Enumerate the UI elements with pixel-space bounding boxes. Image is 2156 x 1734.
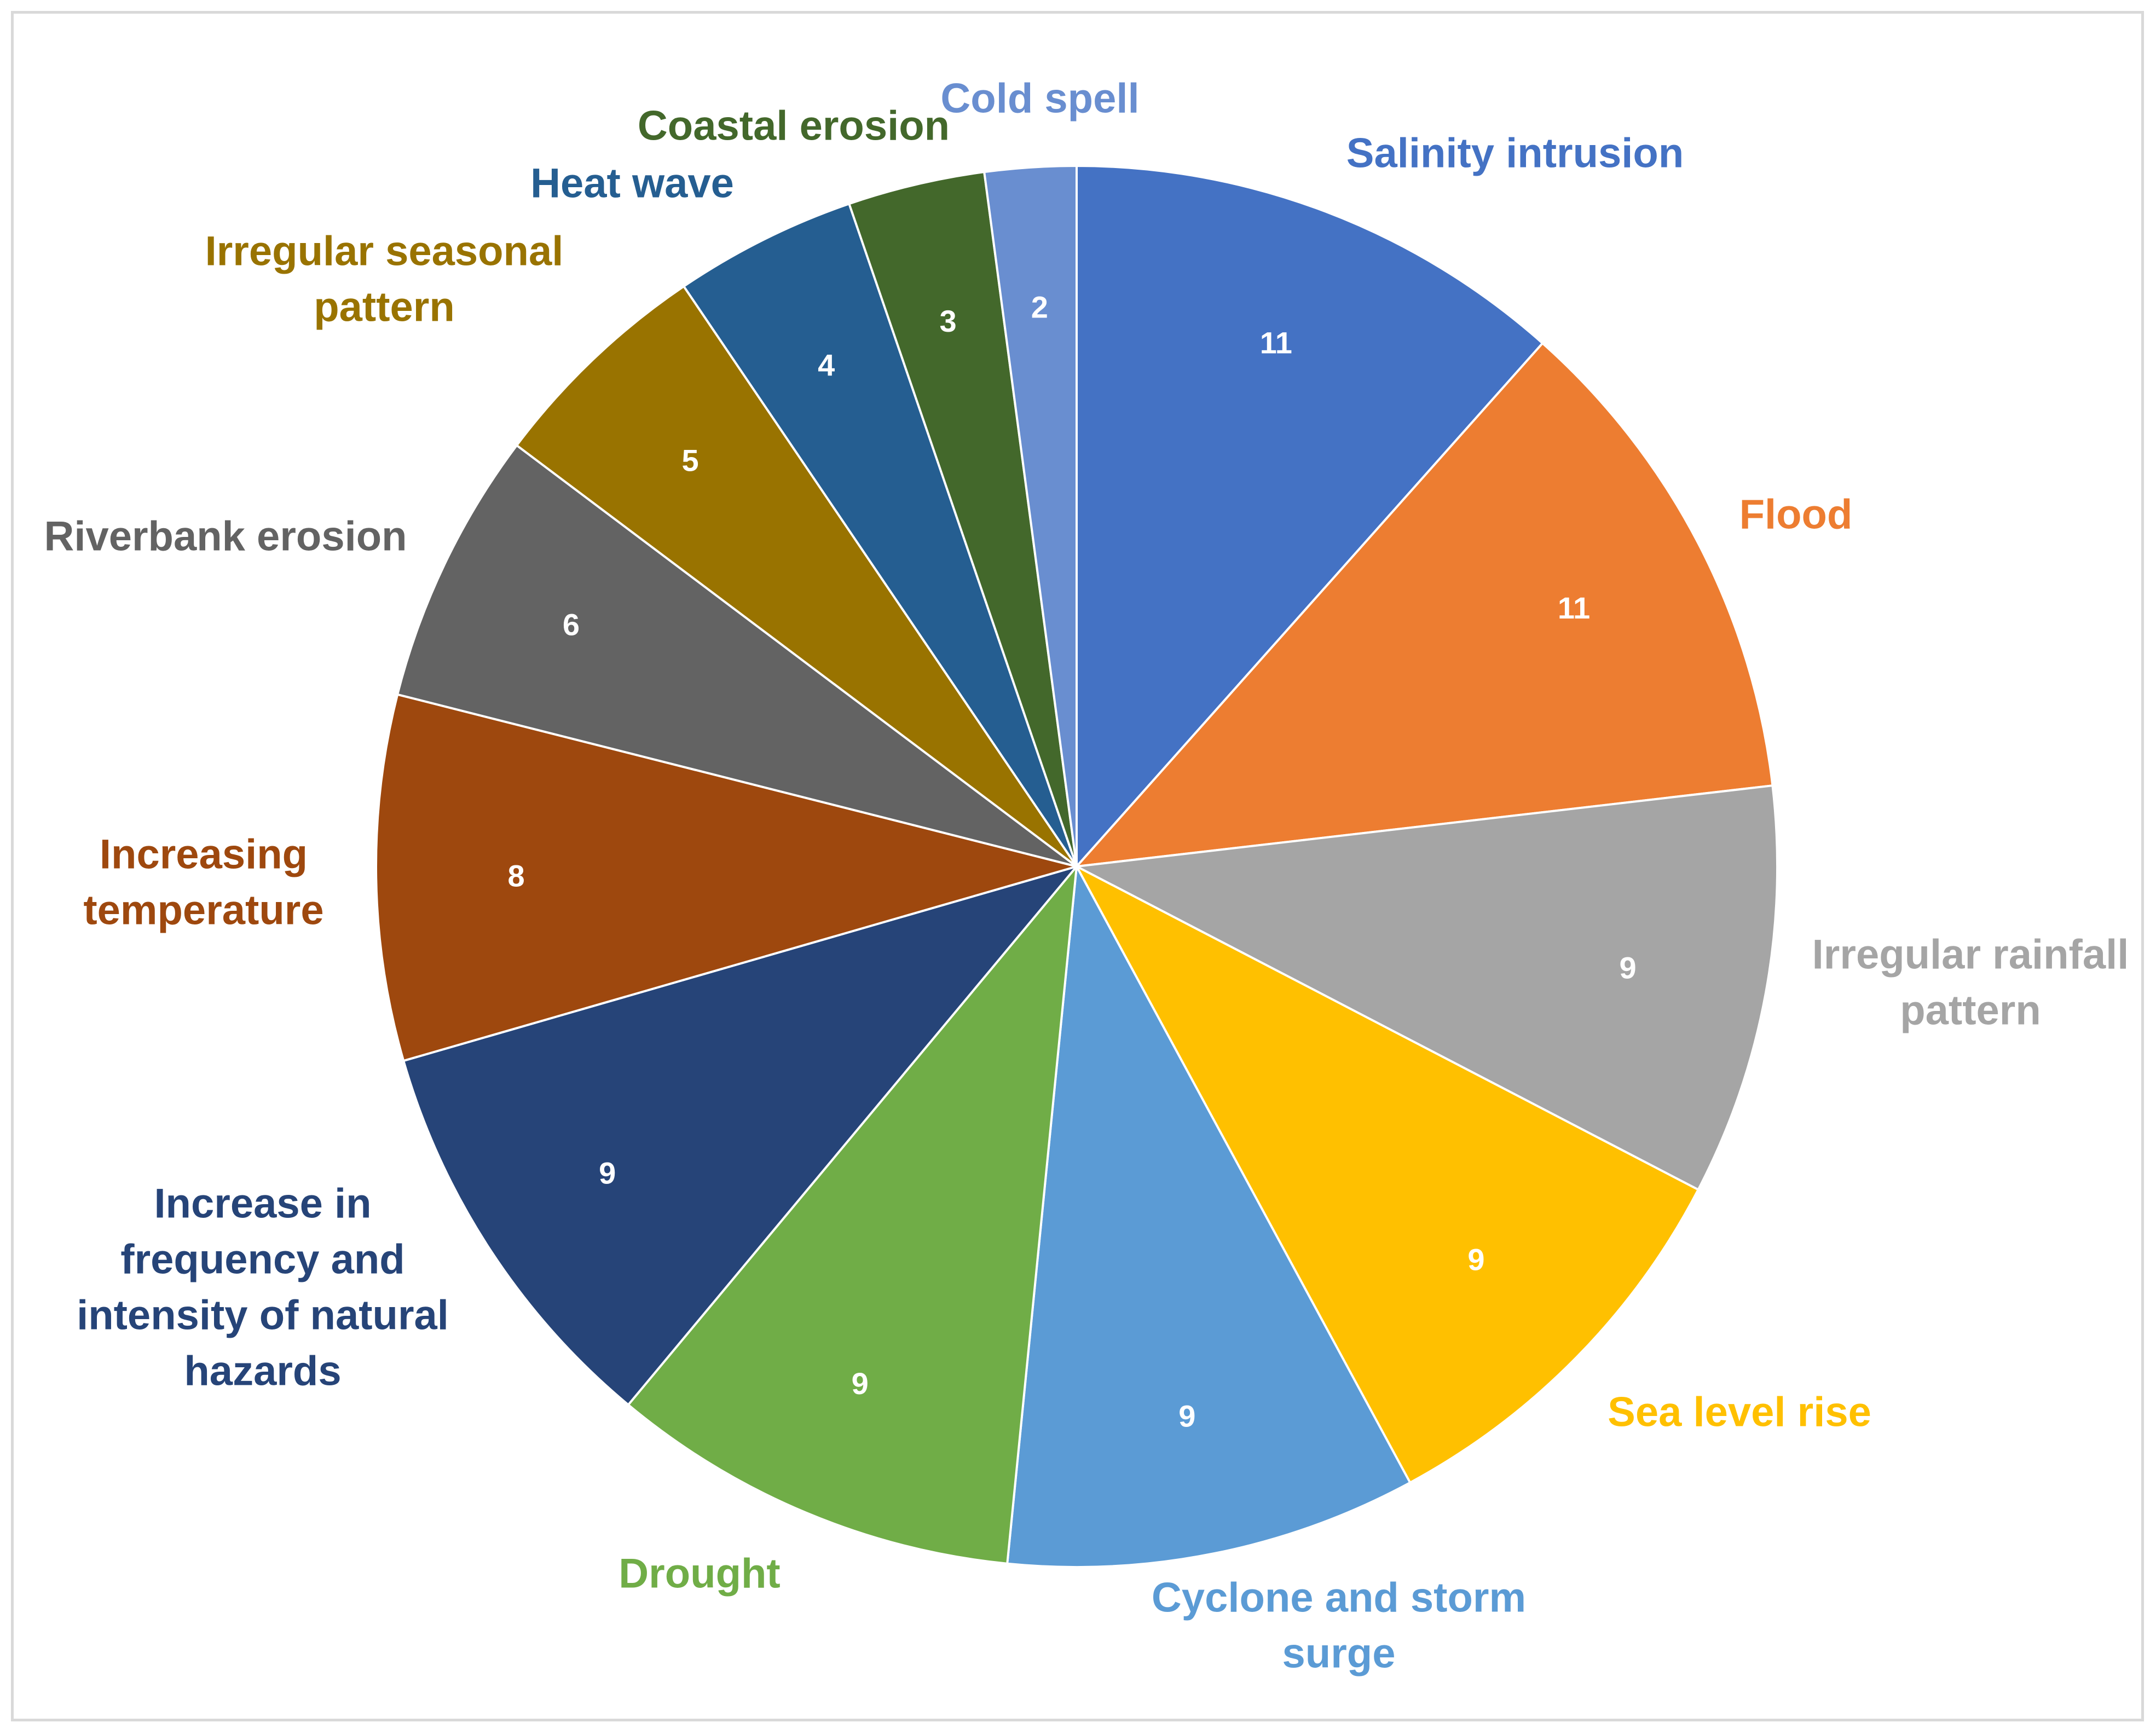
pie-slice-drought bbox=[627, 863, 1078, 1565]
value-label-increasing-temperature: 8 bbox=[508, 858, 525, 893]
value-label-cold-spell: 2 bbox=[1031, 290, 1048, 325]
value-label-riverbank-erosion: 6 bbox=[563, 607, 580, 641]
category-label-line: pattern bbox=[1900, 987, 2041, 1034]
category-label-line: frequency and bbox=[120, 1236, 404, 1283]
category-label-cold-spell: Cold spell bbox=[940, 76, 1139, 122]
category-label-line: Cyclone and storm bbox=[1152, 1575, 1526, 1621]
value-label-coastal-erosion: 3 bbox=[940, 304, 957, 338]
category-label-line: surge bbox=[1282, 1631, 1396, 1677]
category-label-sea-level-rise: Sea level rise bbox=[1608, 1389, 1871, 1436]
pie-value-labels: 11 11 9 9 9 9 9 8 6 5 4 3 2 bbox=[508, 290, 1637, 1434]
pie-slice-flood bbox=[1074, 342, 1774, 868]
pie-category-labels: Salinity intrusion Flood Irregular rainfal… bbox=[44, 76, 2129, 1677]
value-label-irregular-seasonal-pattern: 5 bbox=[682, 443, 699, 478]
value-label-heat-wave: 4 bbox=[818, 348, 835, 382]
category-label-line: temperature bbox=[83, 887, 323, 934]
pie-slice-sea-level-rise bbox=[1074, 864, 1700, 1484]
value-label-increase-in-frequency-and-intensity-of-natural-hazards: 9 bbox=[599, 1156, 616, 1190]
category-label-line: Irregular rainfall bbox=[1812, 932, 2129, 978]
category-label-heat-wave: Heat wave bbox=[530, 160, 734, 207]
category-label-irregular-seasonal-pattern: Irregular seasonal pattern bbox=[205, 228, 564, 331]
pie-slice-increase-in-frequency-and-intensity-of-natural-hazards bbox=[402, 864, 1080, 1407]
category-label-drought: Drought bbox=[619, 1551, 780, 1597]
pie-slice-salinity-intrusion bbox=[1076, 164, 1545, 870]
pie-slice-irregular-seasonal-pattern bbox=[515, 285, 1078, 868]
category-label-line: hazards bbox=[184, 1348, 341, 1395]
category-label-line: Heat wave bbox=[530, 160, 734, 207]
pie-slice-increasing-temperature bbox=[375, 693, 1081, 1062]
category-label-irregular-rainfall-pattern: Irregular rainfall pattern bbox=[1812, 932, 2129, 1034]
category-label-riverbank-erosion: Riverbank erosion bbox=[44, 513, 407, 560]
category-label-line: Irregular seasonal bbox=[205, 228, 564, 275]
category-label-flood: Flood bbox=[1739, 492, 1853, 538]
category-label-line: Flood bbox=[1739, 492, 1853, 538]
value-label-flood: 11 bbox=[1558, 591, 1590, 625]
category-label-line: Cold spell bbox=[940, 76, 1139, 122]
category-label-line: Drought bbox=[619, 1551, 780, 1597]
category-label-line: Salinity intrusion bbox=[1346, 130, 1684, 177]
value-label-irregular-rainfall-pattern: 9 bbox=[1620, 951, 1637, 985]
pie-slice-irregular-rainfall-pattern bbox=[1073, 784, 1779, 1192]
pie-slices bbox=[375, 164, 1779, 1568]
category-label-line: pattern bbox=[314, 284, 455, 331]
value-label-cyclone-and-storm-surge: 9 bbox=[1178, 1398, 1195, 1433]
category-label-line: Coastal erosion bbox=[638, 103, 950, 149]
value-label-drought: 9 bbox=[852, 1366, 869, 1401]
value-label-sea-level-rise: 9 bbox=[1467, 1242, 1484, 1277]
pie-slice-cold-spell bbox=[982, 164, 1078, 867]
value-label-salinity-intrusion: 11 bbox=[1260, 326, 1292, 360]
pie-slice-cyclone-and-storm-surge bbox=[1006, 863, 1412, 1568]
category-label-coastal-erosion: Coastal erosion bbox=[638, 103, 950, 149]
category-label-increasing-temperature: Increasing temperature bbox=[83, 831, 323, 934]
category-label-line: Increase in bbox=[154, 1181, 371, 1227]
category-label-line: Riverbank erosion bbox=[44, 513, 407, 560]
category-label-cyclone-and-storm-surge: Cyclone and storm surge bbox=[1152, 1575, 1526, 1677]
pie-slice-coastal-erosion bbox=[847, 170, 1078, 867]
pie-slice-heat-wave bbox=[682, 202, 1078, 868]
pie-slice-riverbank-erosion bbox=[396, 443, 1078, 868]
category-label-increase-in-frequency-and-intensity-of-natural-hazards: Increase in frequency and intensity of nat… bbox=[77, 1181, 449, 1395]
category-label-salinity-intrusion: Salinity intrusion bbox=[1346, 130, 1684, 177]
category-label-line: intensity of natural bbox=[77, 1292, 449, 1339]
category-label-line: Increasing bbox=[100, 831, 308, 878]
category-label-line: Sea level rise bbox=[1608, 1389, 1871, 1436]
